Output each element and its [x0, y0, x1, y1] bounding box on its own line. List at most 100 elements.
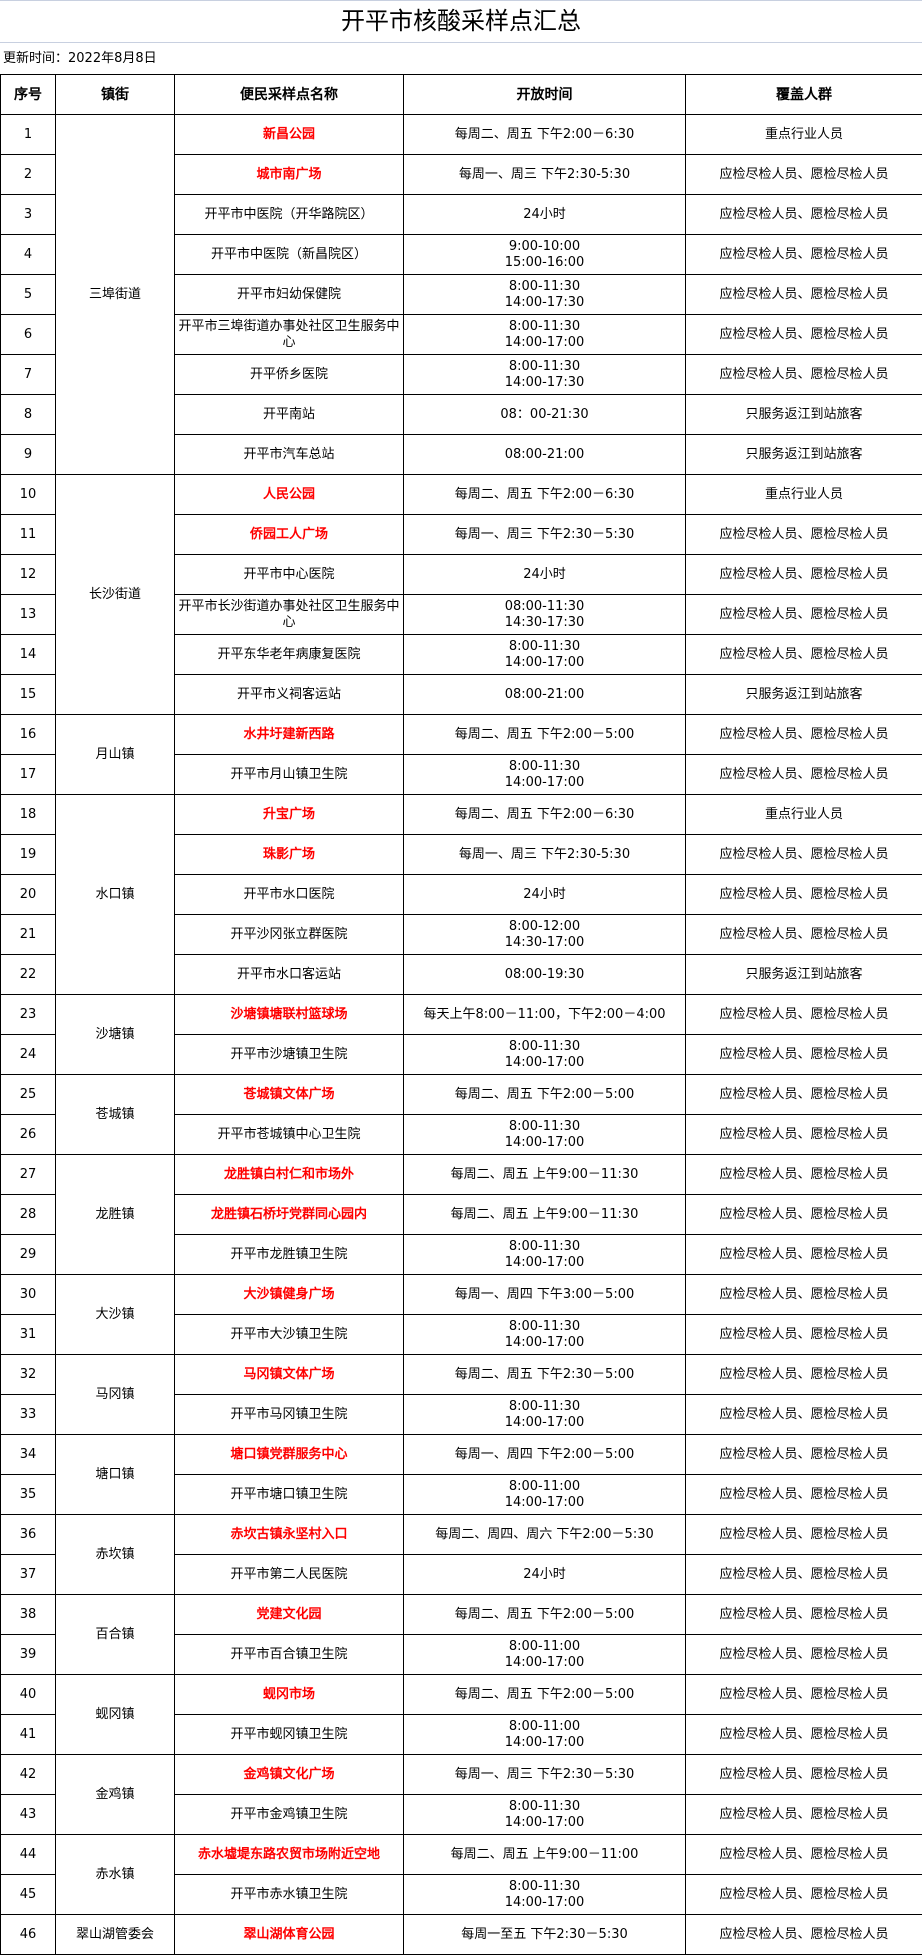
hours-line: 每周二、周五 上午9:00－11:00 — [404, 1847, 685, 1863]
hours-line: 每周一、周三 下午2:30-5:30 — [404, 167, 685, 183]
row-number: 39 — [1, 1635, 56, 1675]
covered-crowd: 应检尽检人员、愿检尽检人员 — [686, 755, 922, 795]
hours-line: 8:00-12:00 — [404, 919, 685, 935]
row-number: 9 — [1, 435, 56, 475]
hours-line: 8:00-11:30 — [404, 759, 685, 775]
site-name: 开平市苍城镇中心卫生院 — [175, 1115, 404, 1155]
hours-line: 8:00-11:30 — [404, 1399, 685, 1415]
row-number: 10 — [1, 475, 56, 515]
opening-hours: 每周二、周五 下午2:00－5:00 — [404, 1675, 686, 1715]
site-name: 开平市月山镇卫生院 — [175, 755, 404, 795]
hours-line: 14:00-17:00 — [404, 335, 685, 351]
covered-crowd: 应检尽检人员、愿检尽检人员 — [686, 1835, 922, 1875]
row-number: 2 — [1, 155, 56, 195]
row-number: 18 — [1, 795, 56, 835]
hours-line: 8:00-11:00 — [404, 1639, 685, 1655]
hours-line: 8:00-11:30 — [404, 319, 685, 335]
covered-crowd: 应检尽检人员、愿检尽检人员 — [686, 515, 922, 555]
row-number: 34 — [1, 1435, 56, 1475]
covered-crowd: 应检尽检人员、愿检尽检人员 — [686, 1915, 922, 1955]
covered-crowd: 应检尽检人员、愿检尽检人员 — [686, 1715, 922, 1755]
header-crowd: 覆盖人群 — [686, 75, 922, 115]
covered-crowd: 应检尽检人员、愿检尽检人员 — [686, 1435, 922, 1475]
header-row: 序号 镇街 便民采样点名称 开放时间 覆盖人群 — [1, 75, 922, 115]
header-town: 镇街 — [56, 75, 175, 115]
hours-line: 08:00-11:30 — [404, 599, 685, 615]
site-name: 开平市百合镇卫生院 — [175, 1635, 404, 1675]
opening-hours: 每周一、周四 下午3:00－5:00 — [404, 1275, 686, 1315]
row-number: 44 — [1, 1835, 56, 1875]
opening-hours: 每周二、周五 上午9:00－11:00 — [404, 1835, 686, 1875]
site-name: 开平市长沙街道办事处社区卫生服务中心 — [175, 595, 404, 635]
hours-line: 每周二、周五 下午2:00－5:00 — [404, 727, 685, 743]
site-name: 人民公园 — [175, 475, 404, 515]
covered-crowd: 应检尽检人员、愿检尽检人员 — [686, 155, 922, 195]
site-name: 开平市义祠客运站 — [175, 675, 404, 715]
hours-line: 08:00-21:00 — [404, 687, 685, 703]
row-number: 27 — [1, 1155, 56, 1195]
row-number: 21 — [1, 915, 56, 955]
row-number: 23 — [1, 995, 56, 1035]
row-number: 8 — [1, 395, 56, 435]
site-name: 金鸡镇文化广场 — [175, 1755, 404, 1795]
row-number: 46 — [1, 1915, 56, 1955]
covered-crowd: 应检尽检人员、愿检尽检人员 — [686, 595, 922, 635]
opening-hours: 每天上午8:00－11:00，下午2:00－4:00 — [404, 995, 686, 1035]
covered-crowd: 应检尽检人员、愿检尽检人员 — [686, 1515, 922, 1555]
hours-line: 8:00-11:30 — [404, 639, 685, 655]
hours-line: 每周二、周四、周六 下午2:00－5:30 — [404, 1527, 685, 1543]
opening-hours: 每周一、周三 下午2:30-5:30 — [404, 155, 686, 195]
site-name: 开平市塘口镇卫生院 — [175, 1475, 404, 1515]
site-name: 苍城镇文体广场 — [175, 1075, 404, 1115]
covered-crowd: 应检尽检人员、愿检尽检人员 — [686, 275, 922, 315]
site-name: 开平市中医院（新昌院区） — [175, 235, 404, 275]
town-name: 蚬冈镇 — [56, 1675, 175, 1755]
row-number: 19 — [1, 835, 56, 875]
town-name: 月山镇 — [56, 715, 175, 795]
covered-crowd: 应检尽检人员、愿检尽检人员 — [686, 195, 922, 235]
hours-line: 每周一、周四 下午3:00－5:00 — [404, 1287, 685, 1303]
row-number: 17 — [1, 755, 56, 795]
opening-hours: 24小时 — [404, 555, 686, 595]
town-name: 金鸡镇 — [56, 1755, 175, 1835]
opening-hours: 08：00-21:30 — [404, 395, 686, 435]
hours-line: 每周一、周四 下午2:00－5:00 — [404, 1447, 685, 1463]
site-name: 侨园工人广场 — [175, 515, 404, 555]
opening-hours: 每周二、周四、周六 下午2:00－5:30 — [404, 1515, 686, 1555]
opening-hours: 08:00-21:00 — [404, 675, 686, 715]
town-name: 马冈镇 — [56, 1355, 175, 1435]
hours-line: 每周二、周五 下午2:00－6:30 — [404, 807, 685, 823]
hours-line: 每天上午8:00－11:00，下午2:00－4:00 — [404, 1007, 685, 1023]
hours-line: 每周二、周五 下午2:30－5:00 — [404, 1367, 685, 1383]
covered-crowd: 应检尽检人员、愿检尽检人员 — [686, 715, 922, 755]
covered-crowd: 应检尽检人员、愿检尽检人员 — [686, 355, 922, 395]
hours-line: 8:00-11:30 — [404, 359, 685, 375]
row-number: 35 — [1, 1475, 56, 1515]
hours-line: 每周二、周五 下午2:00－5:00 — [404, 1607, 685, 1623]
site-name: 开平市三埠街道办事处社区卫生服务中心 — [175, 315, 404, 355]
covered-crowd: 应检尽检人员、愿检尽检人员 — [686, 1395, 922, 1435]
covered-crowd: 应检尽检人员、愿检尽检人员 — [686, 1315, 922, 1355]
site-name: 沙塘镇塘联村篮球场 — [175, 995, 404, 1035]
site-name: 城市南广场 — [175, 155, 404, 195]
row-number: 7 — [1, 355, 56, 395]
hours-line: 8:00-11:30 — [404, 1879, 685, 1895]
hours-line: 每周二、周五 下午2:00－5:00 — [404, 1087, 685, 1103]
opening-hours: 每周二、周五 下午2:30－5:00 — [404, 1355, 686, 1395]
hours-line: 14:00-17:00 — [404, 1055, 685, 1071]
hours-line: 每周二、周五 上午9:00－11:30 — [404, 1207, 685, 1223]
row-number: 11 — [1, 515, 56, 555]
